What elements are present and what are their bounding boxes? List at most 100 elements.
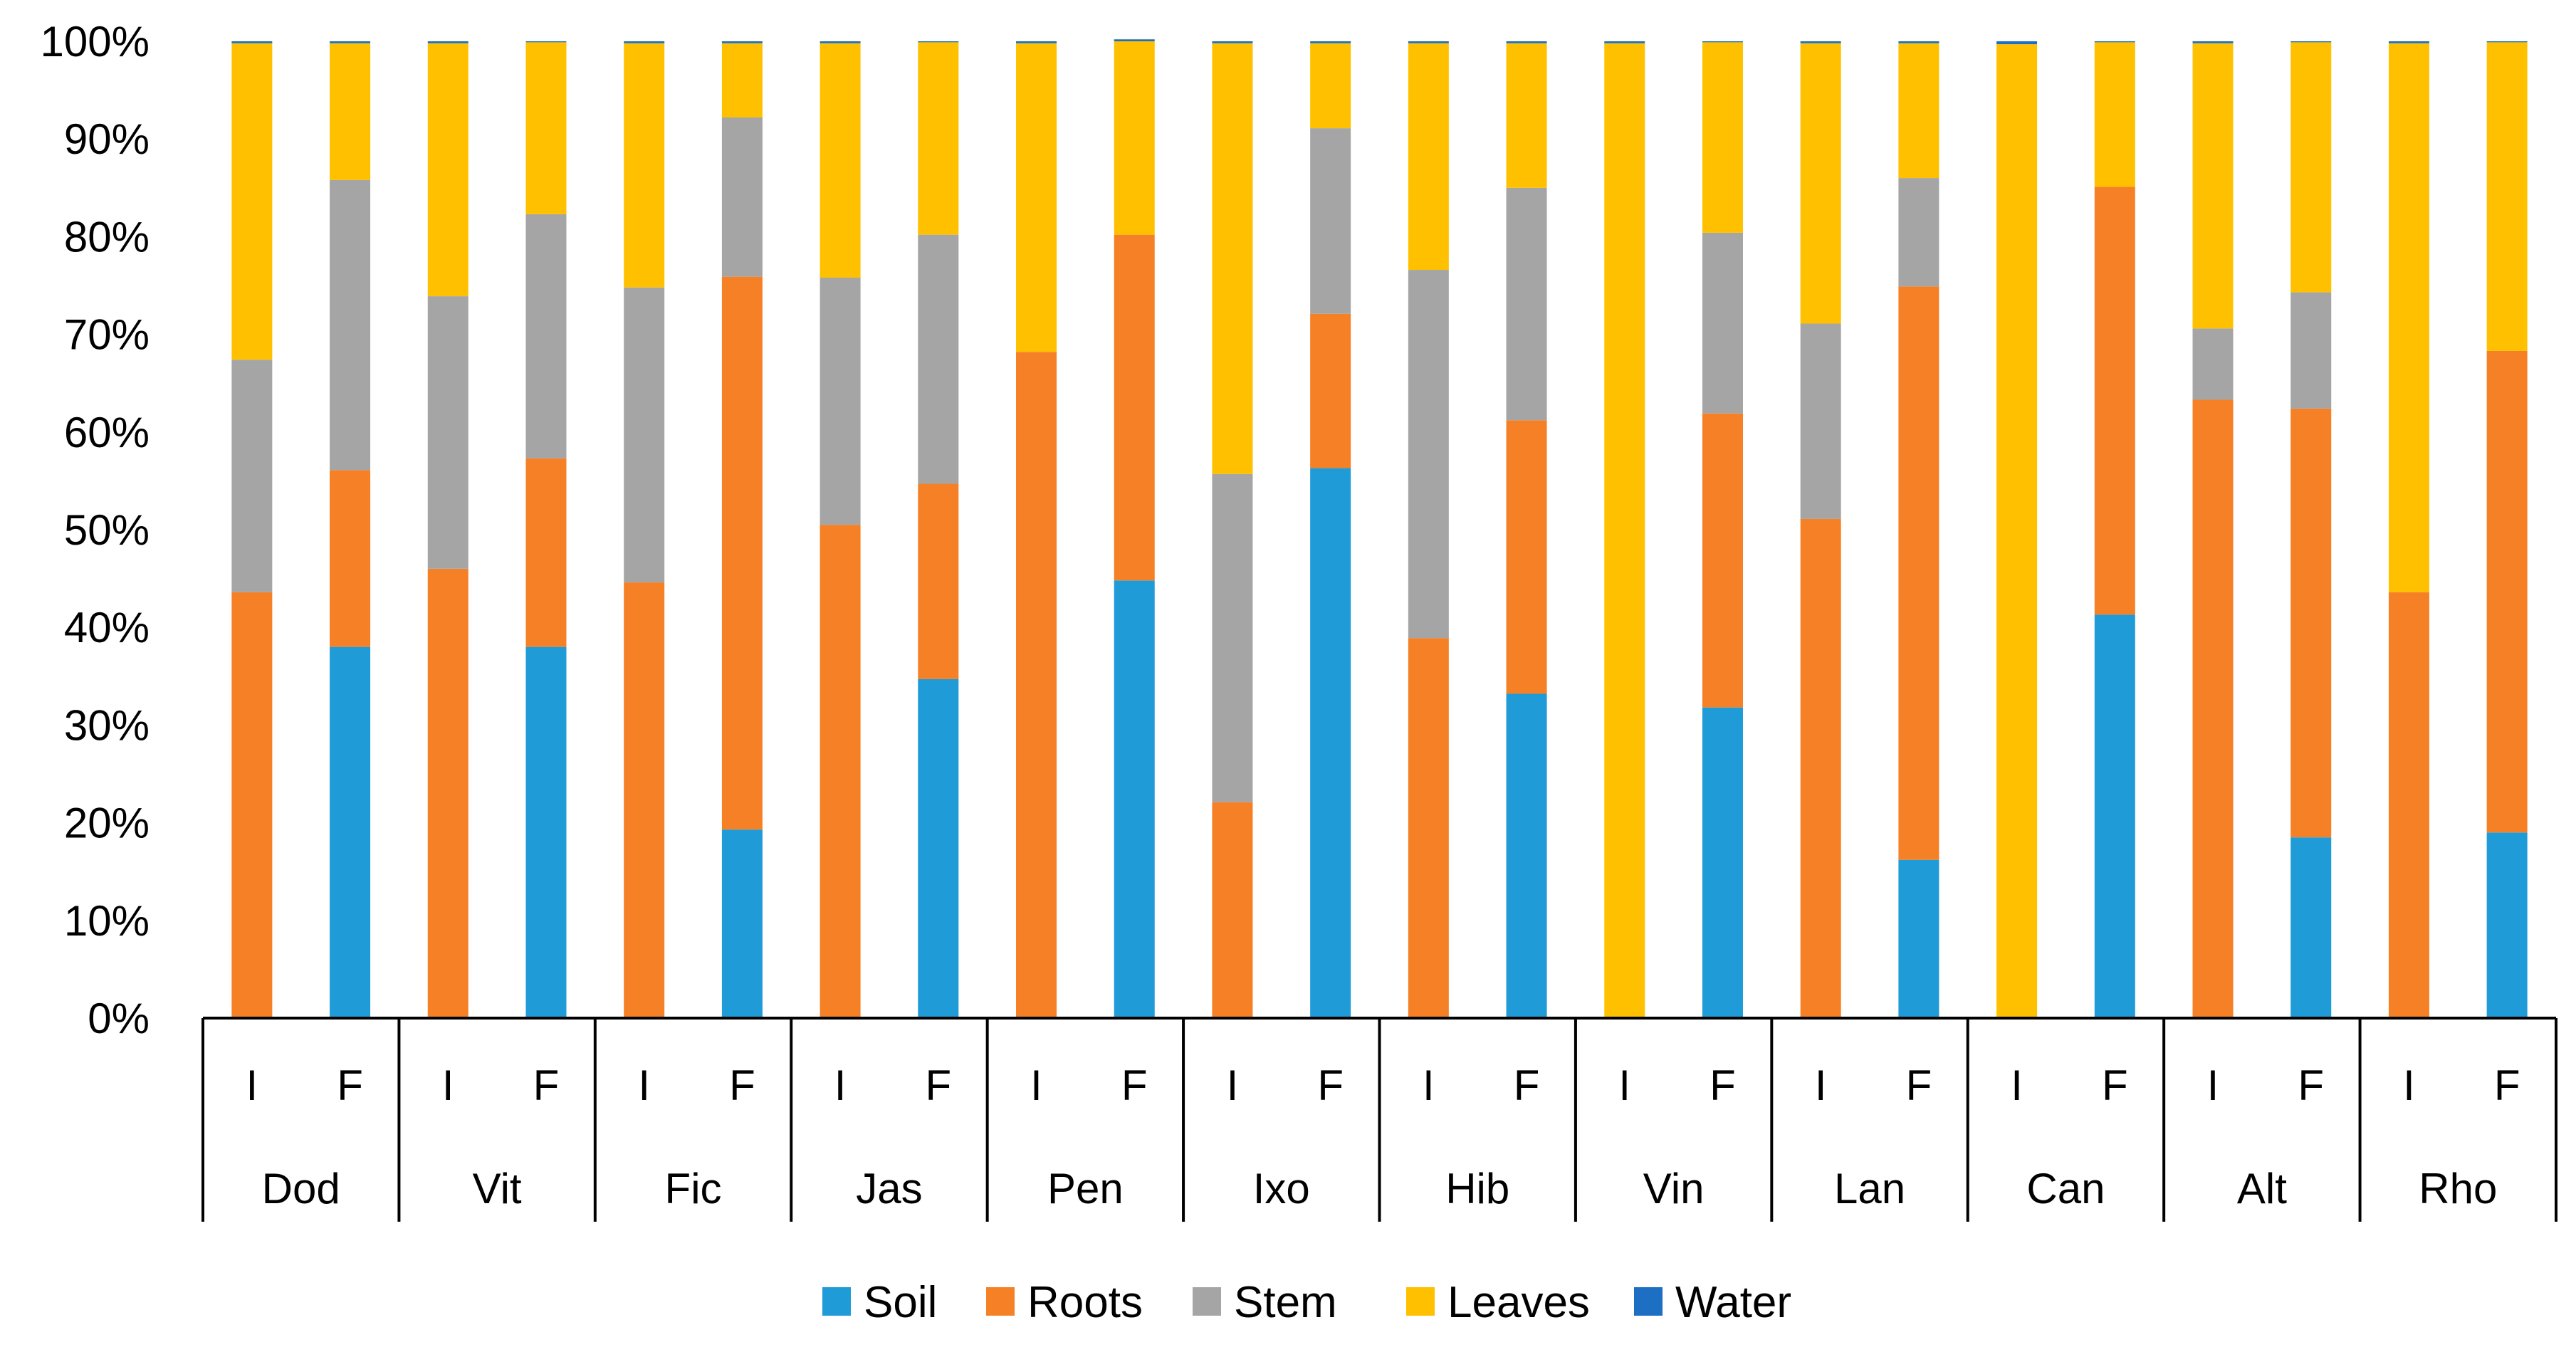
bar-ixo-i-water xyxy=(1212,41,1253,43)
bar-jas-i-water xyxy=(820,41,861,43)
bar-vin-f-soil xyxy=(1702,707,1743,1018)
bar-lan-i-stem xyxy=(1800,323,1841,519)
x-subcategory-label: I xyxy=(2403,1062,2415,1109)
x-subcategory-label: I xyxy=(1423,1062,1435,1109)
bar-vit-f-leaves xyxy=(525,42,567,214)
x-group-label: Jas xyxy=(856,1165,922,1212)
bar-hib-i-leaves xyxy=(1408,43,1449,271)
bar-fic-i-water xyxy=(624,41,665,43)
x-subcategory-label: I xyxy=(246,1062,258,1109)
x-subcategory-label: I xyxy=(1618,1062,1630,1109)
bar-lan-i-leaves xyxy=(1800,43,1841,324)
x-subcategory-label: I xyxy=(442,1062,454,1109)
legend-swatch-water xyxy=(1634,1287,1663,1316)
y-tick-label: 20% xyxy=(64,800,150,847)
bar-lan-f-stem xyxy=(1898,178,1939,287)
bar-ixo-i-stem xyxy=(1212,473,1253,802)
bar-fic-f-leaves xyxy=(721,43,763,118)
bar-can-f-leaves xyxy=(2094,42,2135,187)
x-group-label: Dod xyxy=(262,1165,340,1212)
x-group-label: Lan xyxy=(1834,1165,1905,1212)
bar-hib-f-roots xyxy=(1506,420,1547,694)
legend: Soil Roots Stem Leaves Water xyxy=(822,1278,1791,1327)
legend-swatch-soil xyxy=(822,1287,851,1316)
bar-jas-i-leaves xyxy=(820,43,861,278)
bar-alt-f-stem xyxy=(2290,292,2332,409)
x-subcategory-label: I xyxy=(1227,1062,1239,1109)
y-tick-label: 90% xyxy=(64,115,150,163)
x-subcategory-label: F xyxy=(2102,1062,2128,1109)
bar-jas-f-stem xyxy=(918,234,959,484)
bar-dod-f-stem xyxy=(330,179,371,471)
bar-alt-i-water xyxy=(2192,41,2234,43)
bar-fic-i-leaves xyxy=(624,43,665,288)
bar-rho-f-soil xyxy=(2486,832,2528,1018)
x-subcategory-label: I xyxy=(1815,1062,1827,1109)
bar-ixo-i-roots xyxy=(1212,802,1253,1018)
bar-can-f-roots xyxy=(2094,187,2135,615)
x-group-label: Hib xyxy=(1445,1165,1509,1212)
y-tick-label: 100% xyxy=(41,18,150,65)
x-group-label: Can xyxy=(2026,1165,2105,1212)
bar-jas-f-roots xyxy=(918,483,959,679)
x-group-label: Rho xyxy=(2419,1165,2497,1212)
x-subcategory-label: I xyxy=(2207,1062,2219,1109)
y-tick-label: 10% xyxy=(64,897,150,945)
bar-lan-f-leaves xyxy=(1898,43,1939,179)
bar-ixo-f-leaves xyxy=(1310,43,1351,129)
bar-vin-i-leaves xyxy=(1604,43,1645,1019)
x-subcategory-label: F xyxy=(533,1062,560,1109)
bar-pen-i-water xyxy=(1016,41,1057,43)
bar-rho-f-roots xyxy=(2486,350,2528,833)
bar-alt-f-soil xyxy=(2290,837,2332,1018)
bar-vin-i-water xyxy=(1604,41,1645,43)
legend-label-stem: Stem xyxy=(1234,1278,1337,1327)
x-subcategory-label: F xyxy=(1710,1062,1736,1109)
bar-jas-f-water xyxy=(918,41,959,43)
bar-hib-i-water xyxy=(1408,41,1449,43)
bar-dod-f-leaves xyxy=(330,43,371,180)
x-subcategory-label: F xyxy=(925,1062,951,1109)
bar-jas-f-leaves xyxy=(918,42,959,235)
bar-rho-i-roots xyxy=(2388,592,2429,1018)
legend-label-soil: Soil xyxy=(864,1278,937,1327)
bar-can-f-soil xyxy=(2094,614,2135,1018)
bar-dod-i-leaves xyxy=(231,43,273,360)
y-tick-label: 30% xyxy=(64,701,150,749)
bar-rho-i-water xyxy=(2388,41,2429,43)
bar-rho-f-leaves xyxy=(2486,42,2528,351)
bar-hib-i-roots xyxy=(1408,638,1449,1018)
bar-fic-f-soil xyxy=(721,829,763,1018)
bar-vit-i-water xyxy=(427,41,468,43)
bar-vin-f-water xyxy=(1702,41,1743,43)
bar-hib-f-stem xyxy=(1506,187,1547,421)
bar-pen-f-leaves xyxy=(1114,41,1155,235)
bar-alt-i-stem xyxy=(2192,328,2234,400)
bar-jas-f-soil xyxy=(918,678,959,1018)
bar-ixo-i-leaves xyxy=(1212,43,1253,474)
bar-hib-f-leaves xyxy=(1506,43,1547,188)
bar-vit-i-stem xyxy=(427,296,468,569)
x-subcategory-label: F xyxy=(1121,1062,1148,1109)
x-subcategory-label: F xyxy=(337,1062,363,1109)
bar-pen-f-water xyxy=(1114,39,1155,41)
x-subcategory-label: I xyxy=(834,1062,847,1109)
bar-jas-i-roots xyxy=(820,525,861,1018)
x-subcategory-label: F xyxy=(1317,1062,1344,1109)
bar-lan-f-roots xyxy=(1898,286,1939,860)
bar-vit-i-roots xyxy=(427,568,468,1018)
x-group-label: Vin xyxy=(1643,1165,1705,1212)
bar-dod-i-roots xyxy=(231,592,273,1018)
bar-vin-f-stem xyxy=(1702,232,1743,414)
bar-lan-f-soil xyxy=(1898,859,1939,1018)
bar-dod-f-roots xyxy=(330,470,371,647)
bar-fic-f-roots xyxy=(721,276,763,830)
bar-lan-f-water xyxy=(1898,41,1939,43)
bar-lan-i-water xyxy=(1800,41,1841,43)
y-tick-label: 50% xyxy=(64,506,150,554)
bar-can-i-leaves xyxy=(1996,44,2038,1019)
x-subcategory-label: F xyxy=(2298,1062,2324,1109)
x-subcategory-label: I xyxy=(2011,1062,2023,1109)
bar-vit-i-leaves xyxy=(427,43,468,297)
